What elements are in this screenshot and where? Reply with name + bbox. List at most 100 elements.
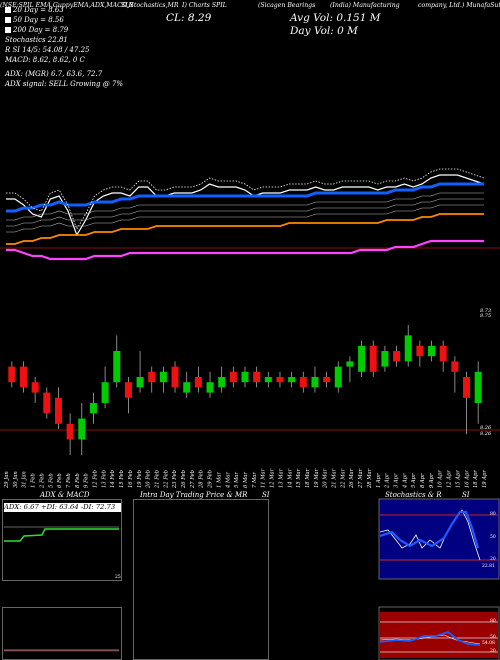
date-label: 2 Apr — [385, 473, 391, 489]
stoch-d-line — [379, 510, 480, 549]
header-segment: (India) Manufacturing — [330, 2, 400, 9]
header-segment: I) Charts SPIL — [182, 2, 227, 9]
date-label: 27 Mar — [358, 468, 364, 489]
date-label: 14 Mar — [287, 468, 293, 488]
rsi-tick: 80 — [490, 618, 496, 624]
guppy-line — [6, 204, 484, 233]
macd-panel — [2, 607, 122, 660]
date-label: 5 Apr — [411, 473, 417, 488]
date-label: 8 Feb — [75, 473, 81, 488]
intraday-panel — [133, 499, 269, 660]
candle-body — [323, 377, 331, 383]
header-segment: company, Ltd.) MunafaSutra.com — [418, 2, 500, 9]
candle-body — [463, 377, 471, 398]
date-label: 9 Feb — [84, 473, 90, 488]
candle-body — [428, 345, 436, 357]
candle-body — [206, 382, 214, 393]
candle-body — [171, 366, 179, 388]
date-label: 7 Mar — [252, 472, 258, 488]
date-label: 31 Jan — [22, 471, 28, 488]
candle-body — [288, 377, 296, 383]
candle-body — [416, 345, 424, 357]
candle-body — [404, 335, 412, 362]
candle-body — [54, 397, 62, 424]
intraday-title: Intra Day Trading Price & MR — [140, 491, 248, 499]
price-label-2: 8.75 — [480, 313, 492, 319]
adx-values: ADX: 6.67 +DI: 63.64 -DI: 72.73 — [4, 503, 121, 512]
date-label: 20 Mar — [323, 468, 329, 489]
date-label: 4 Mar — [225, 472, 231, 489]
day-volume: Day Vol: 0 M — [290, 25, 358, 37]
candle-body — [78, 418, 86, 440]
date-label: 12 Apr — [447, 470, 453, 488]
date-label: 8 Apr — [420, 473, 426, 488]
legend-ema20: 20 Day = 8.63 — [5, 5, 64, 15]
candle-body — [43, 392, 51, 414]
guppy-line — [6, 198, 484, 227]
date-label: 29 Jan — [4, 471, 10, 489]
header-segment: SI,Stochastics,MR — [121, 2, 179, 9]
stoch-tick: 20 — [490, 556, 496, 562]
date-label: 5 Feb — [48, 473, 54, 488]
legend-rsi: R SI 14/5: 54.08 / 47.25 — [5, 46, 90, 54]
date-label: 9 Apr — [429, 473, 435, 488]
candle-body — [19, 366, 27, 388]
legend-adx: ADX: (MGR) 6.7, 63.6, 72.7 — [5, 70, 103, 78]
candle-body — [89, 403, 97, 414]
candle-body — [136, 377, 144, 388]
date-label: 27 Feb — [190, 470, 196, 489]
date-label: 5 Mar — [234, 472, 240, 488]
adx-tick-25: 25 — [115, 574, 121, 580]
date-label: 13 Mar — [278, 468, 284, 488]
intraday-title-si: SI — [262, 491, 270, 499]
date-label: 28 Mar — [367, 468, 373, 489]
legend-stochastics: Stochastics 22.81 — [5, 36, 68, 44]
stoch-title-si: SI — [462, 491, 470, 499]
date-label: 16 Apr — [464, 470, 470, 488]
candle-body — [393, 351, 401, 362]
stoch-title: Stochastics & R — [385, 491, 442, 499]
candle-body — [311, 377, 319, 388]
candle-body — [264, 377, 272, 383]
date-label: 2 Feb — [39, 473, 45, 489]
date-label: 19 Mar — [314, 468, 320, 488]
header-segment: (NSE:SPIL EMA,GuppyEMA,ADX,MACD,R — [0, 2, 134, 9]
candle-body — [66, 423, 74, 440]
date-label: 23 Feb — [172, 470, 178, 489]
candle-body — [451, 361, 459, 372]
price-label-4: 8.26 — [480, 431, 492, 437]
guppy-line — [6, 192, 484, 221]
stoch-k-line — [379, 509, 481, 561]
candle-body — [358, 345, 366, 372]
candle-body — [381, 351, 389, 367]
candle-body — [369, 345, 377, 372]
date-label: 21 Feb — [154, 470, 160, 489]
candle-body — [253, 371, 261, 383]
adx-panel — [2, 499, 122, 581]
candle-body — [183, 382, 191, 393]
rsi-tick: 54.08 — [482, 640, 495, 646]
date-label: 15 Apr — [455, 470, 461, 488]
candle-body — [159, 371, 167, 383]
candle-body — [124, 382, 132, 398]
candle-body — [229, 371, 237, 383]
date-label: 19 Feb — [137, 470, 143, 488]
date-label: 10 Apr — [438, 470, 444, 488]
date-label: 11 Mar — [261, 468, 267, 488]
ma-series-line — [6, 239, 484, 261]
date-label: 3 Apr — [393, 473, 399, 488]
date-label: 18 Apr — [473, 470, 479, 488]
legend-adx-signal: ADX signal: SELL Growing @ 7% — [5, 80, 124, 88]
candle-body — [276, 377, 284, 383]
stoch-tick: 80 — [490, 511, 496, 517]
stoch-tick: 22.81 — [482, 563, 495, 569]
ma-series-line — [6, 182, 484, 213]
candle-body — [299, 377, 307, 388]
date-label: 16 Feb — [128, 470, 134, 488]
date-label: 21 Mar — [332, 468, 338, 489]
date-label: 22 Feb — [163, 470, 169, 489]
candle-body — [241, 371, 249, 383]
date-label: 6 Mar — [243, 472, 249, 488]
rsi-blue-line — [379, 630, 481, 646]
date-label: 20 Feb — [146, 470, 152, 489]
